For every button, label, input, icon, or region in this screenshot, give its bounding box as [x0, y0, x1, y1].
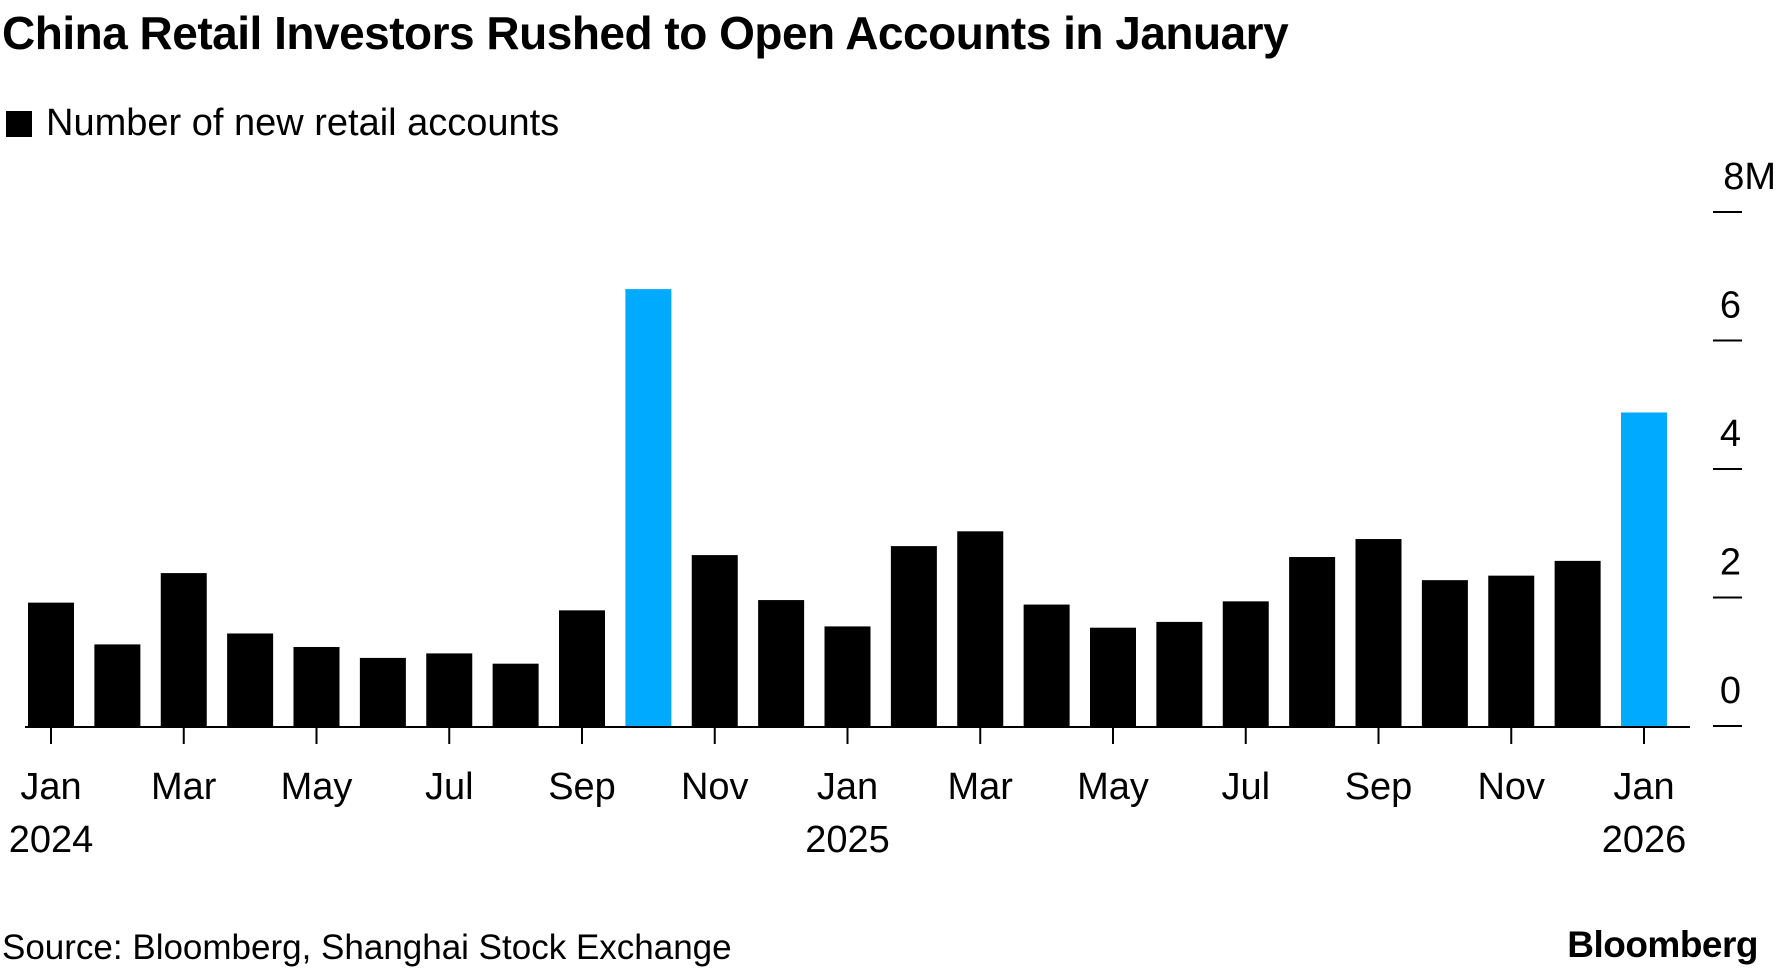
bar-sep-2024	[559, 610, 605, 726]
bar-jan-2024	[28, 602, 74, 726]
bar-aug-2024	[492, 663, 539, 726]
source-note: Source: Bloomberg, Shanghai Stock Exchan…	[2, 928, 732, 967]
x-tick-label: May	[1077, 766, 1149, 808]
x-tick-label: Mar	[948, 766, 1014, 808]
x-tick-label: Jul	[425, 766, 474, 808]
x-year-label: 2026	[1602, 819, 1687, 861]
x-year-label: 2024	[9, 819, 94, 861]
bar-feb-2024	[94, 644, 141, 726]
bar-jul-2024	[426, 653, 473, 726]
bar-jul-2025	[1222, 601, 1269, 726]
x-tick-label: Jul	[1221, 766, 1270, 808]
y-tick-label: 8M	[1723, 156, 1776, 198]
y-tick-label: 2	[1720, 542, 1741, 584]
chart-title: China Retail Investors Rushed to Open Ac…	[2, 7, 1289, 59]
bar-jun-2025	[1156, 621, 1203, 726]
bar-mar-2024	[160, 573, 207, 726]
x-tick-label: Nov	[681, 766, 749, 808]
bar-jun-2024	[359, 657, 406, 726]
legend-swatch	[6, 110, 32, 137]
x-tick-label: Mar	[151, 766, 217, 808]
bar-jan-2026	[1621, 412, 1667, 726]
x-year-label: 2025	[805, 819, 890, 861]
x-tick-label: Nov	[1477, 766, 1545, 808]
bar-nov-2024	[691, 555, 738, 726]
y-tick-label: 6	[1720, 285, 1741, 327]
bloomberg-logo: Bloomberg	[1567, 924, 1758, 965]
legend: Number of new retail accounts	[6, 102, 559, 145]
bar-oct-2024	[625, 289, 672, 726]
bar-oct-2025	[1421, 580, 1468, 726]
y-tick-label: 4	[1720, 413, 1741, 455]
bar-nov-2025	[1488, 575, 1535, 726]
y-tick-label: 0	[1720, 670, 1741, 712]
x-tick-label: May	[281, 766, 353, 808]
bar-may-2024	[293, 646, 340, 726]
x-tick-label: Sep	[548, 766, 616, 808]
bar-jan-2025	[824, 626, 871, 726]
bar-apr-2025	[1023, 604, 1070, 726]
x-tick-label: Sep	[1345, 766, 1413, 808]
bar-feb-2025	[890, 546, 937, 726]
bar-may-2025	[1090, 627, 1136, 726]
bar-apr-2024	[227, 633, 274, 726]
bar-mar-2025	[957, 531, 1004, 726]
x-tick-label: Jan	[1613, 766, 1674, 808]
legend-label: Number of new retail accounts	[46, 102, 560, 144]
bar-dec-2025	[1554, 560, 1601, 726]
bar-sep-2025	[1355, 539, 1402, 726]
x-tick-label: Jan	[817, 766, 878, 808]
bar-dec-2024	[758, 600, 805, 726]
x-tick-label: Jan	[20, 766, 81, 808]
bar-aug-2025	[1289, 557, 1336, 726]
